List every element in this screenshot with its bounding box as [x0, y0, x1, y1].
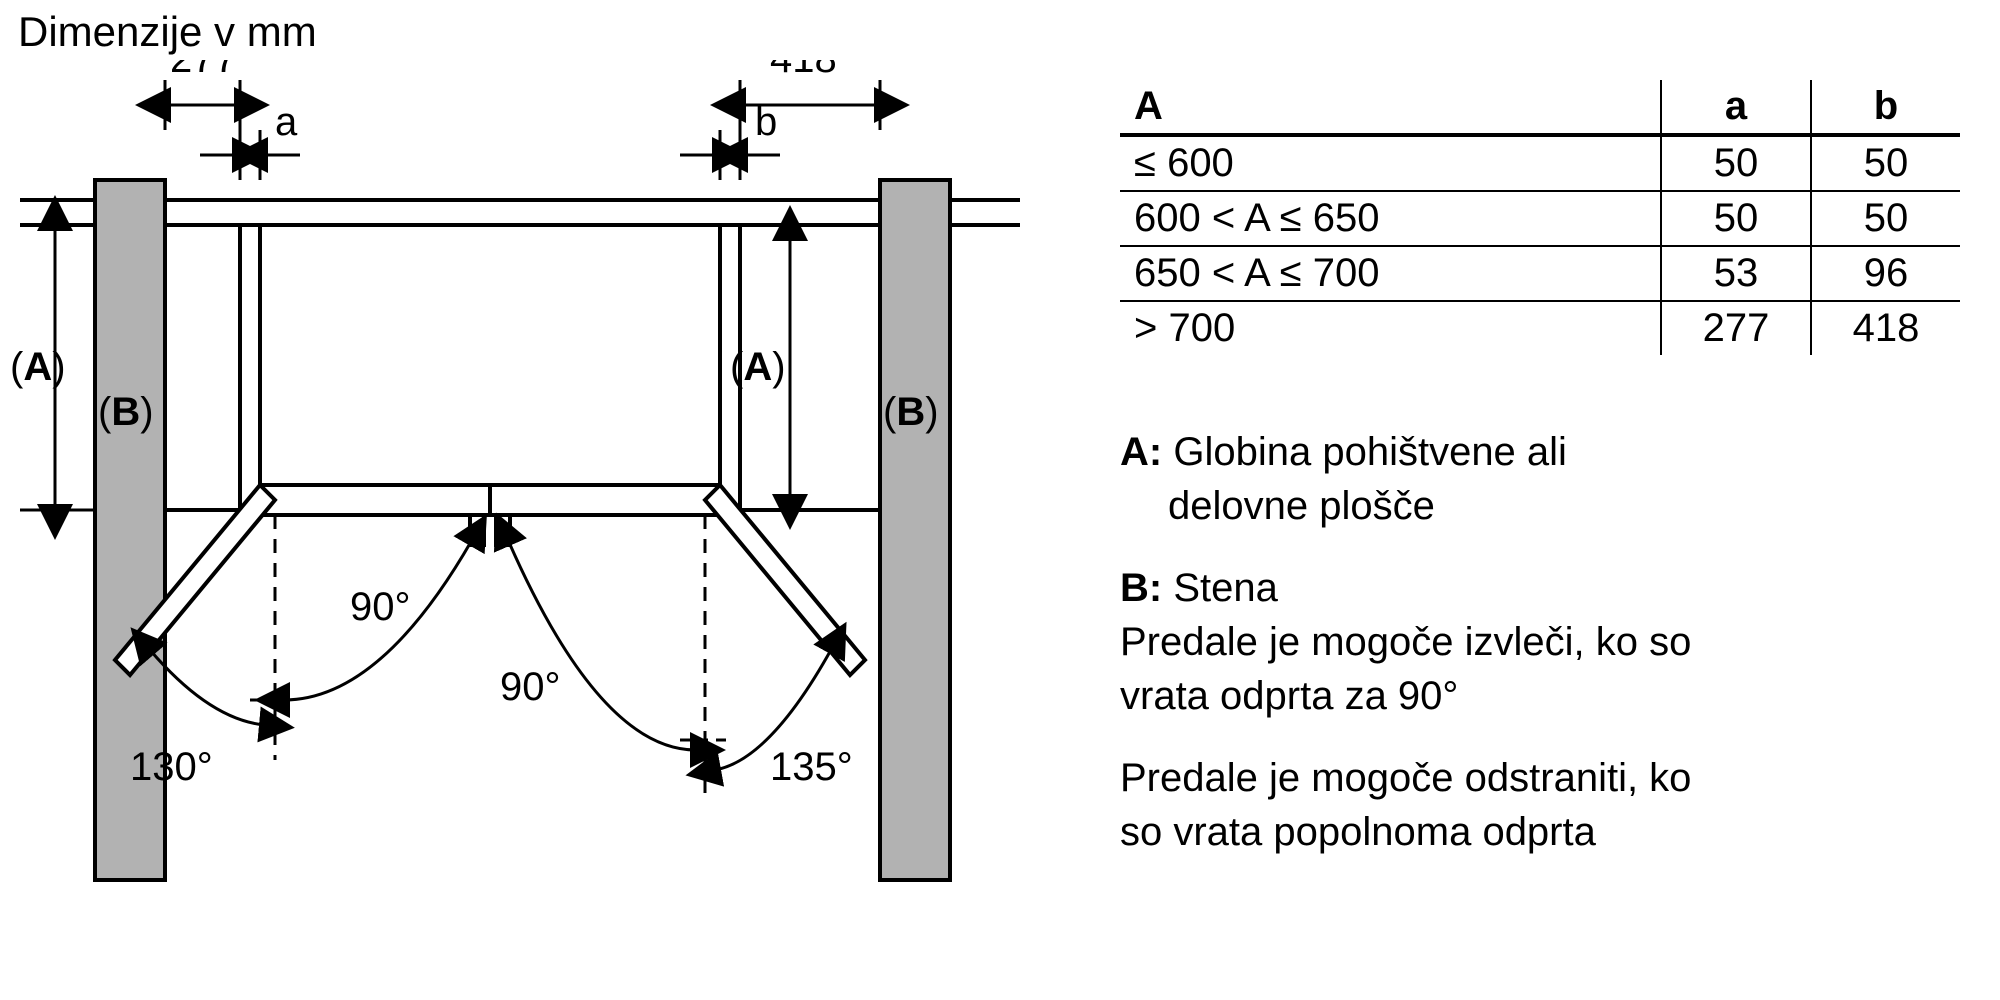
dim-418: 418	[770, 60, 837, 81]
th-A: A	[1134, 84, 1163, 128]
dim-A-left: (A)	[10, 345, 66, 389]
legend: A: Globina pohištvene ali delovne plošče…	[1120, 425, 1960, 859]
th-a: a	[1661, 80, 1811, 135]
dim-a: a	[275, 100, 298, 144]
angle-130: 130°	[130, 745, 213, 789]
angle-135: 135°	[770, 745, 853, 789]
table-row: ≤ 600 50 50	[1120, 135, 1960, 191]
door-right	[705, 485, 865, 675]
dim-277: 277	[170, 60, 237, 81]
wall-right	[880, 180, 950, 880]
dimension-table: A a b ≤ 600 50 50 600 < A ≤ 650 50 50 65…	[1120, 80, 1960, 355]
th-b: b	[1811, 80, 1960, 135]
table-row: 600 < A ≤ 650 50 50	[1120, 191, 1960, 246]
legend-A-label: A:	[1120, 430, 1162, 474]
table-row: 650 < A ≤ 700 53 96	[1120, 246, 1960, 301]
dim-A-right: (A)	[730, 345, 786, 389]
label-B-right: (B)	[883, 390, 939, 434]
page-title: Dimenzije v mm	[18, 8, 317, 56]
label-B-left: (B)	[98, 390, 154, 434]
legend-B-label: B:	[1120, 566, 1162, 610]
dim-b: b	[755, 100, 777, 144]
installation-diagram: 277 a 418 b (A) (A) (B) (B) 90° 90° 130°…	[0, 60, 1080, 940]
angle-90-right: 90°	[500, 665, 561, 709]
table-row: > 700 277 418	[1120, 301, 1960, 355]
angle-90-left: 90°	[350, 585, 411, 629]
